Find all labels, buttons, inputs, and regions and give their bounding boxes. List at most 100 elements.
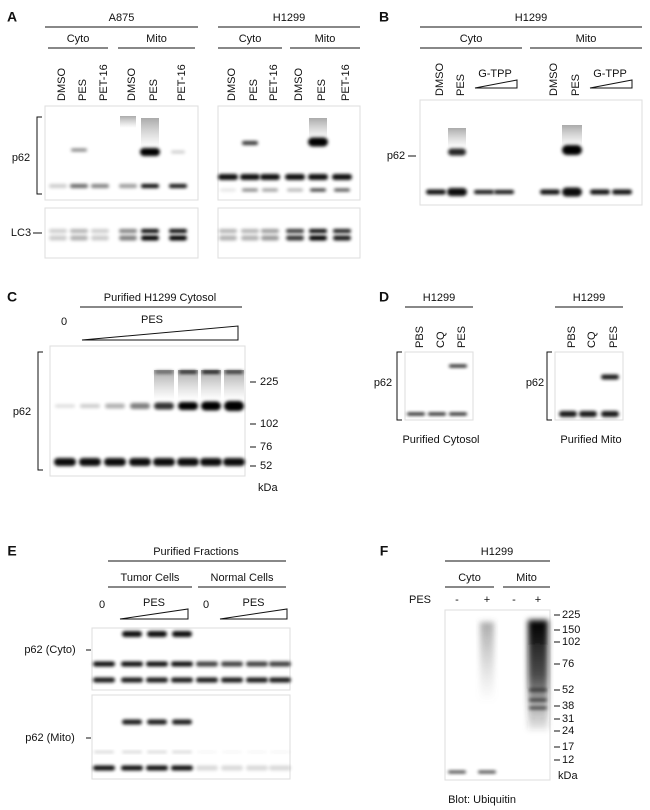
band bbox=[310, 188, 326, 192]
band bbox=[141, 235, 159, 241]
lane-label: DMSO bbox=[293, 68, 305, 101]
smear bbox=[201, 370, 221, 400]
band bbox=[269, 765, 291, 771]
wedge bbox=[119, 608, 189, 620]
band bbox=[119, 184, 137, 188]
band bbox=[260, 174, 280, 180]
band bbox=[171, 765, 193, 771]
lane-label: CQ bbox=[435, 331, 447, 348]
band bbox=[242, 141, 258, 145]
band bbox=[247, 751, 267, 753]
group-label: H1299 bbox=[481, 546, 513, 558]
band bbox=[579, 411, 597, 417]
panel-letter: C bbox=[7, 289, 17, 305]
band bbox=[478, 770, 496, 774]
band bbox=[601, 374, 619, 380]
treatment-label: PES bbox=[409, 594, 431, 606]
band bbox=[197, 751, 217, 753]
band bbox=[147, 751, 167, 753]
sign-label: + bbox=[484, 594, 490, 606]
band bbox=[169, 235, 187, 241]
row-label: p62 bbox=[13, 406, 31, 418]
marker-label: 17 bbox=[562, 741, 574, 753]
lane-label: DMSO bbox=[434, 63, 446, 96]
marker-label: 225 bbox=[260, 376, 278, 388]
band bbox=[449, 364, 467, 368]
band bbox=[540, 189, 560, 195]
band bbox=[333, 235, 351, 241]
marker-label: 102 bbox=[260, 418, 278, 430]
band bbox=[407, 412, 425, 416]
subgroup-label: Cyto bbox=[239, 33, 262, 45]
band bbox=[196, 677, 218, 683]
smear bbox=[480, 622, 494, 702]
subgroup-label: Mito bbox=[146, 33, 167, 45]
band bbox=[529, 698, 547, 702]
band bbox=[54, 458, 76, 466]
caption: Blot: Ubiquitin bbox=[448, 794, 516, 806]
band bbox=[287, 188, 303, 192]
group-label: H1299 bbox=[423, 292, 455, 304]
smear bbox=[141, 118, 159, 148]
band bbox=[220, 188, 236, 192]
subgroup-label: Mito bbox=[516, 572, 537, 584]
band bbox=[426, 189, 446, 195]
lane-label: PES bbox=[456, 326, 468, 348]
band bbox=[119, 235, 137, 241]
band bbox=[121, 765, 143, 771]
band bbox=[80, 404, 100, 408]
sign-label: + bbox=[535, 594, 541, 606]
band bbox=[225, 370, 243, 374]
treatment-label: PES bbox=[143, 597, 165, 609]
band bbox=[169, 229, 187, 233]
lane-label: PES bbox=[77, 79, 89, 101]
band bbox=[93, 677, 115, 683]
lane-label: PES bbox=[455, 74, 467, 96]
band bbox=[246, 677, 268, 683]
band bbox=[146, 661, 168, 667]
marker-label: 38 bbox=[562, 700, 574, 712]
blot bbox=[49, 345, 246, 477]
lane-label: PBS bbox=[414, 326, 426, 348]
lane-label: G-TPP bbox=[593, 68, 627, 80]
band bbox=[70, 229, 88, 233]
band bbox=[122, 751, 142, 753]
band bbox=[122, 631, 142, 637]
band bbox=[559, 411, 577, 417]
band bbox=[94, 751, 114, 753]
band bbox=[172, 751, 192, 753]
lane-label: PES bbox=[570, 74, 582, 96]
subgroup-label: Cyto bbox=[67, 33, 90, 45]
band bbox=[221, 765, 243, 771]
band bbox=[219, 235, 237, 241]
band bbox=[79, 458, 101, 466]
row-label: p62 bbox=[12, 152, 30, 164]
band bbox=[196, 765, 218, 771]
marker-label: 24 bbox=[562, 725, 574, 737]
sign-label: - bbox=[512, 594, 516, 606]
band bbox=[269, 661, 291, 667]
band bbox=[219, 229, 237, 233]
lane-label: PBS bbox=[566, 326, 578, 348]
band bbox=[146, 765, 168, 771]
band bbox=[91, 184, 109, 188]
band bbox=[529, 706, 547, 710]
band bbox=[246, 661, 268, 667]
subgroup-label: Mito bbox=[315, 33, 336, 45]
title: Purified H1299 Cytosol bbox=[104, 292, 217, 304]
band bbox=[49, 235, 67, 241]
band bbox=[448, 148, 466, 156]
band bbox=[200, 458, 222, 466]
band bbox=[285, 174, 305, 180]
group-label: H1299 bbox=[515, 12, 547, 24]
band bbox=[449, 412, 467, 416]
band bbox=[201, 401, 221, 411]
band bbox=[49, 184, 67, 188]
band bbox=[241, 235, 259, 241]
band bbox=[140, 148, 160, 156]
band bbox=[332, 174, 352, 180]
row-label: p62 (Mito) bbox=[25, 732, 75, 744]
band bbox=[129, 458, 151, 466]
bracket bbox=[37, 351, 43, 471]
